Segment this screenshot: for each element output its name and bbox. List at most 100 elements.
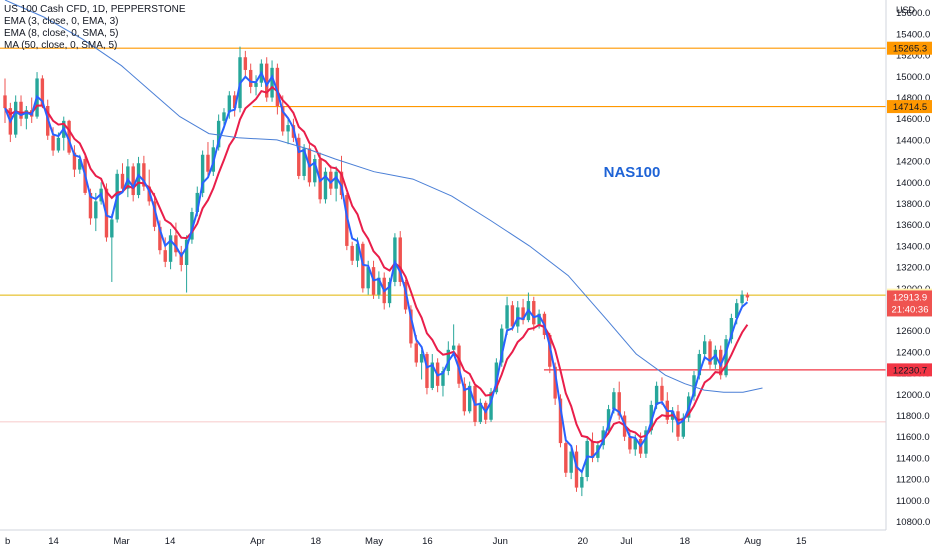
y-tick-label: 14600.0 [896, 114, 930, 125]
candle-body [649, 404, 653, 431]
level-tag-label: 15265.3 [893, 44, 927, 55]
candle-body [606, 409, 611, 431]
y-tick-label: 14400.0 [896, 135, 930, 146]
candle-body [564, 443, 568, 473]
candle-body [409, 309, 413, 344]
y-tick-label: 11000.0 [896, 496, 930, 507]
candle-body [441, 371, 445, 386]
candle-body [537, 313, 541, 325]
candle-body [377, 277, 381, 295]
candle-body [313, 159, 317, 183]
x-tick-label: 18 [310, 536, 321, 547]
candle-body [393, 237, 397, 282]
y-tick-label: 14800.0 [896, 93, 930, 104]
y-tick-label: 13800.0 [896, 199, 930, 210]
candle-body [227, 95, 232, 113]
candle-body [40, 78, 45, 106]
candle-body [56, 137, 61, 151]
candle-body [590, 440, 595, 458]
candle-body [558, 398, 563, 444]
y-tick-label: 15000.0 [896, 72, 930, 83]
candle-body [152, 201, 157, 227]
y-tick-label: 14200.0 [896, 157, 930, 168]
x-tick-label: 18 [679, 536, 690, 547]
candle-body [339, 171, 344, 196]
candle-body [660, 385, 664, 401]
level-tag [887, 41, 932, 55]
candle-body [329, 171, 333, 189]
candle-body [451, 345, 456, 350]
candle-body [462, 383, 467, 412]
candles [3, 46, 750, 497]
legend-symbol[interactable]: US 100 Cash CFD, 1D, PEPPERSTONE [4, 4, 186, 15]
horizontal-levels [0, 47, 886, 423]
candle-body [644, 430, 648, 454]
indicator-lines [4, 0, 763, 474]
y-tick-label: 12000.0 [896, 390, 930, 401]
candle-body [505, 305, 509, 329]
candle-body [254, 82, 258, 87]
currency-label: USD [896, 5, 916, 15]
candle-body [708, 341, 712, 365]
level-tag-label: 12230.7 [893, 365, 927, 376]
x-tick-label: 16 [422, 536, 433, 547]
legend: US 100 Cash CFD, 1D, PEPPERSTONE EMA (3,… [4, 4, 186, 52]
candle-body [94, 201, 98, 219]
candle-body [478, 402, 483, 422]
price-tags: 15265.314714.512230.712936.012913.921:40… [887, 41, 932, 377]
candle-body [136, 163, 141, 196]
candle-body [222, 112, 226, 121]
x-tick-label: Jul [620, 536, 632, 547]
candle-body [345, 195, 349, 246]
candle-body [510, 305, 515, 327]
level-tag-label: 14714.5 [893, 102, 927, 113]
candle-body [163, 250, 167, 262]
last-price-tag [887, 290, 932, 317]
candle-body [580, 477, 584, 488]
ema8-line [4, 85, 749, 444]
y-tick-label: 13400.0 [896, 241, 930, 252]
y-tick-label: 15400.0 [896, 29, 930, 40]
y-tick-label: 11800.0 [896, 411, 930, 422]
candle-body [200, 154, 205, 193]
legend-ema3[interactable]: EMA (3, close, 0, EMA, 3) [4, 16, 119, 27]
candle-body [500, 328, 504, 363]
candle-body [719, 349, 723, 376]
x-tick-label: 14 [165, 536, 176, 547]
x-tick-label: Jun [493, 536, 508, 547]
countdown-label: 21:40:36 [892, 304, 929, 315]
candle-body [419, 354, 424, 363]
candle-body [355, 243, 360, 261]
candle-body [745, 294, 750, 298]
chart-annotation: NAS100 [604, 164, 661, 181]
ma50-line [4, 0, 763, 393]
level-tag [887, 363, 932, 377]
candle-body [302, 148, 306, 176]
candle-body [457, 345, 461, 384]
legend-ema8[interactable]: EMA (8, close, 0, SMA, 5) [4, 28, 119, 39]
candle-body [275, 67, 280, 106]
ema3-line [4, 70, 749, 474]
y-tick-label: 11400.0 [896, 453, 930, 464]
candle-body [387, 281, 392, 304]
candle-body [270, 67, 274, 98]
x-tick-label: Apr [250, 536, 265, 547]
candle-body [142, 163, 146, 187]
level-tag [887, 100, 932, 114]
candle-body [633, 438, 637, 450]
legend-ma50[interactable]: MA (50, close, 0, SMA, 5) [4, 40, 118, 51]
candle-body [24, 110, 29, 119]
y-tick-label: 15600.0 [896, 8, 930, 19]
candle-body [532, 301, 536, 325]
x-tick-label: Aug [744, 536, 761, 547]
candle-body [179, 252, 183, 265]
candle-body [126, 166, 130, 189]
y-tick-label: 12600.0 [896, 326, 930, 337]
candle-body [131, 166, 135, 196]
candle-body [174, 235, 178, 253]
candle-body [281, 106, 285, 132]
candle-body [286, 125, 290, 132]
y-tick-label: 15200.0 [896, 51, 930, 62]
x-tick-label: 14 [48, 536, 59, 547]
